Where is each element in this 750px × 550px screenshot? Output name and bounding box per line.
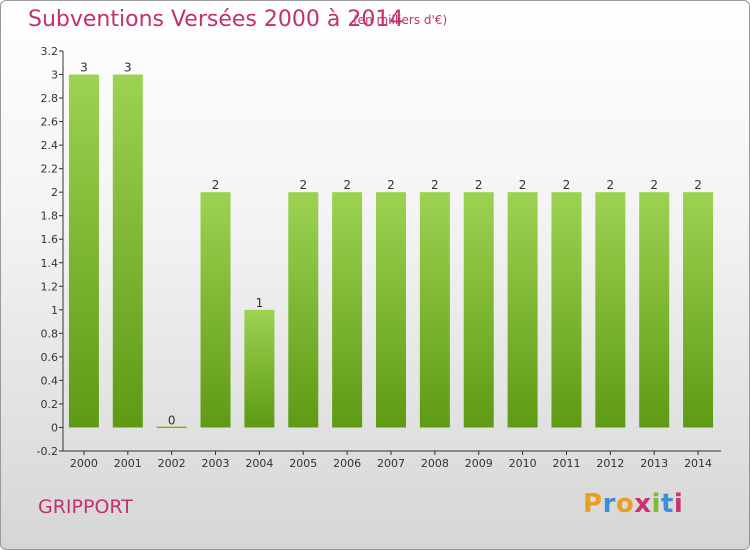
y-tick-label: 3.2 bbox=[41, 45, 59, 58]
x-tick-label: 2006 bbox=[333, 457, 361, 470]
x-tick-label: 2001 bbox=[114, 457, 142, 470]
data-label: 2 bbox=[343, 178, 351, 192]
logo-letter: P bbox=[583, 489, 603, 519]
data-label: 2 bbox=[607, 178, 615, 192]
x-tick-label: 2005 bbox=[289, 457, 317, 470]
axes: -0.2 0 0.2 0.4 0.6 0.8 1 1.2 1.4 1.6 1.8 2 2.2 2.4 2.6… bbox=[37, 45, 721, 470]
y-tick-label: 0 bbox=[51, 421, 58, 434]
data-label: 2 bbox=[563, 178, 571, 192]
logo-letter: i bbox=[673, 489, 684, 519]
y-tick-label: 2 bbox=[51, 186, 58, 199]
logo-letter: x bbox=[634, 489, 652, 519]
logo-letter: r bbox=[602, 489, 616, 519]
data-label: 1 bbox=[256, 296, 264, 310]
bar bbox=[244, 309, 275, 428]
bars bbox=[68, 74, 714, 428]
x-tick-label: 2000 bbox=[70, 457, 98, 470]
bar bbox=[683, 192, 714, 428]
logo-letter: t bbox=[660, 489, 674, 519]
bar bbox=[156, 426, 187, 428]
commune-name: GRIPPORT bbox=[38, 496, 133, 518]
x-tick-label: 2011 bbox=[552, 457, 580, 470]
bar bbox=[112, 74, 143, 428]
proxiti-logo[interactable]: Proxiti bbox=[583, 489, 683, 519]
y-tick-label: 1.8 bbox=[41, 210, 59, 223]
y-tick-label: 0.2 bbox=[41, 398, 59, 411]
data-label: 2 bbox=[519, 178, 527, 192]
data-label: 2 bbox=[431, 178, 439, 192]
chart-title: Subventions Versées 2000 à 2014 bbox=[28, 7, 404, 32]
bar bbox=[595, 192, 626, 428]
x-tick-label: 2013 bbox=[640, 457, 668, 470]
bar bbox=[68, 74, 99, 428]
bar bbox=[419, 192, 450, 428]
y-tick-label: 1 bbox=[51, 304, 58, 317]
y-tick-label: 1.2 bbox=[41, 280, 59, 293]
x-tick-label: 2007 bbox=[377, 457, 405, 470]
bar bbox=[288, 192, 319, 428]
x-tick-label: 2002 bbox=[158, 457, 186, 470]
data-labels: 3 3 0 2 1 2 2 2 2 2 2 2 2 2 2 bbox=[80, 61, 702, 428]
data-label: 3 bbox=[124, 61, 132, 75]
y-tick-label: 2.2 bbox=[41, 163, 59, 176]
y-tick-label: 2.8 bbox=[41, 92, 59, 105]
logo-letter: i bbox=[651, 489, 661, 519]
x-tick-label: 2014 bbox=[684, 457, 712, 470]
data-label: 3 bbox=[80, 61, 88, 75]
bar bbox=[551, 192, 582, 428]
y-tick-label: 1.4 bbox=[41, 257, 59, 270]
bar bbox=[376, 192, 406, 428]
x-tick-label: 2004 bbox=[245, 457, 273, 470]
bar bbox=[507, 192, 538, 428]
x-tick-label: 2012 bbox=[596, 457, 624, 470]
x-tick-label: 2010 bbox=[509, 457, 537, 470]
data-label: 2 bbox=[212, 178, 220, 192]
data-label: 2 bbox=[299, 178, 307, 192]
y-tick-label: 0.4 bbox=[41, 374, 59, 387]
y-tick-label: 0.6 bbox=[41, 351, 59, 364]
bar bbox=[332, 192, 363, 428]
y-tick-label: 3 bbox=[51, 69, 58, 82]
y-tick-label: 0.8 bbox=[41, 327, 59, 340]
data-label: 0 bbox=[168, 413, 176, 427]
y-tick-label: -0.2 bbox=[37, 445, 58, 458]
bar bbox=[200, 192, 231, 428]
y-tick-label: 1.6 bbox=[41, 233, 59, 246]
y-tick-label: 2.4 bbox=[41, 139, 59, 152]
data-label: 2 bbox=[387, 178, 395, 192]
chart-subtitle: (en milliers d'€) bbox=[353, 13, 448, 27]
x-tick-label: 2003 bbox=[202, 457, 230, 470]
logo-letter: o bbox=[615, 489, 635, 519]
bar bbox=[463, 192, 494, 428]
y-tick-label: 2.6 bbox=[41, 116, 59, 129]
data-label: 2 bbox=[694, 178, 702, 192]
x-tick-label: 2009 bbox=[465, 457, 493, 470]
data-label: 2 bbox=[475, 178, 483, 192]
data-label: 2 bbox=[650, 178, 658, 192]
bar bbox=[639, 192, 670, 428]
x-tick-label: 2008 bbox=[421, 457, 449, 470]
